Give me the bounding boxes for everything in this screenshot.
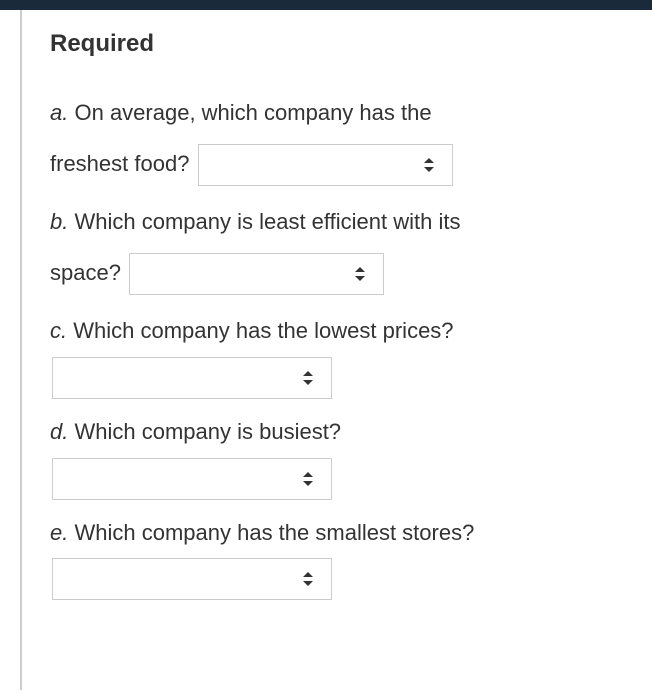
dropdown-a[interactable] [198,144,453,186]
dropdown-d[interactable] [52,458,332,500]
dropdown-c[interactable] [52,357,332,399]
question-e-text: Which company has the smallest stores? [74,520,474,545]
question-d: d. Which company is busiest? [50,407,622,500]
question-a: a. On average, which company has the fre… [50,88,622,189]
question-c-text: Which company has the lowest prices? [73,318,453,343]
question-e: e. Which company has the smallest stores… [50,508,622,601]
question-b: b. Which company is least efficient with… [50,197,622,298]
question-c: c. Which company has the lowest prices? [50,306,622,399]
question-b-text-line1: Which company is least efficient with it… [74,209,460,234]
chevron-updown-icon [302,371,314,385]
question-d-text: Which company is busiest? [74,419,341,444]
chevron-updown-icon [354,267,366,281]
question-a-text-line2: freshest food? [50,151,189,176]
top-bar [0,0,652,10]
question-c-label: c. [50,318,67,343]
question-e-label: e. [50,520,68,545]
chevron-updown-icon [302,572,314,586]
question-a-text-line1: On average, which company has the [74,100,431,125]
dropdown-e[interactable] [52,558,332,600]
chevron-updown-icon [302,472,314,486]
dropdown-b[interactable] [129,253,384,295]
question-b-label: b. [50,209,68,234]
content-container: Required a. On average, which company ha… [20,10,652,690]
section-heading: Required [50,30,622,58]
chevron-updown-icon [423,158,435,172]
question-b-text-line2: space? [50,260,121,285]
question-d-label: d. [50,419,68,444]
question-a-label: a. [50,100,68,125]
